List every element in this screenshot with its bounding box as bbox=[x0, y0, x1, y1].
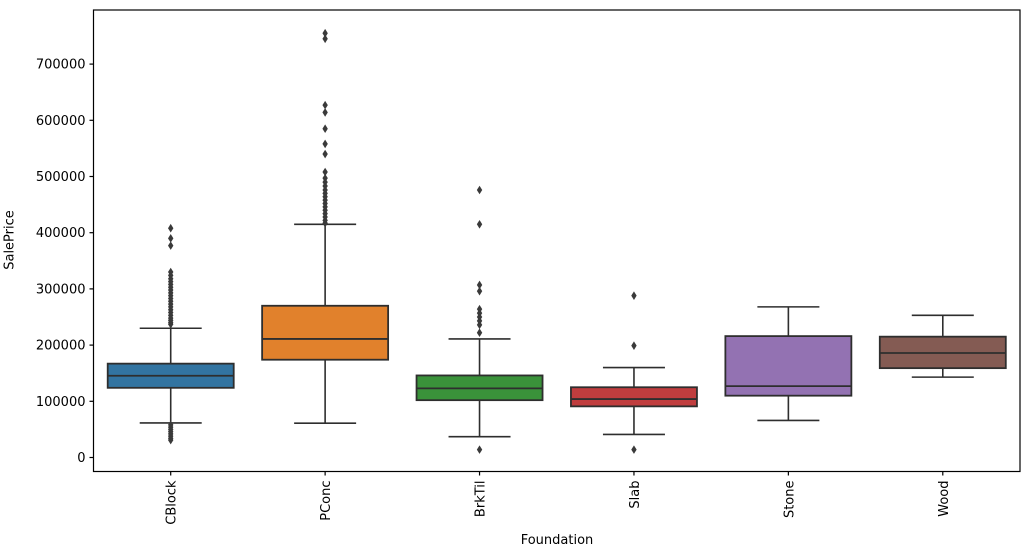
outlier-diamond bbox=[168, 234, 174, 243]
box-group-cblock bbox=[106, 223, 235, 445]
x-axis-tick-label: Slab bbox=[628, 481, 643, 509]
x-axis-tick-label: Stone bbox=[782, 481, 797, 519]
outlier-diamond bbox=[322, 100, 328, 110]
box-group-brktil bbox=[415, 185, 544, 454]
box-rect bbox=[261, 304, 390, 361]
outlier-diamond bbox=[476, 280, 483, 290]
outlier-diamond bbox=[168, 223, 174, 233]
box-group-slab bbox=[570, 291, 698, 454]
outlier-diamond bbox=[168, 435, 174, 445]
y-axis-tick-label: 600000 bbox=[36, 114, 86, 129]
y-axis-tick-label: 100000 bbox=[36, 395, 86, 410]
y-axis-tick-label: 300000 bbox=[36, 282, 86, 297]
y-axis-tick-label: 700000 bbox=[36, 58, 86, 73]
outlier-diamond bbox=[322, 124, 328, 134]
box-group-pconc bbox=[261, 28, 390, 425]
outlier-diamond bbox=[322, 218, 328, 228]
outlier-diamond bbox=[322, 34, 328, 44]
outlier-diamond bbox=[631, 445, 637, 454]
x-axis-tick-label: PConc bbox=[319, 481, 334, 521]
x-axis-tick-label: CBlock bbox=[165, 480, 180, 525]
box-group-wood bbox=[878, 314, 1007, 378]
y-axis-tick-label: 0 bbox=[77, 451, 85, 466]
y-axis-tick-label: 500000 bbox=[36, 170, 86, 185]
y-axis-tick-label: 400000 bbox=[36, 226, 86, 241]
outlier-diamond bbox=[168, 241, 174, 250]
outlier-diamond bbox=[322, 108, 328, 117]
outlier-diamond bbox=[476, 328, 483, 338]
outlier-diamond bbox=[322, 139, 328, 149]
x-axis-title: Foundation bbox=[520, 533, 594, 548]
outlier-diamond bbox=[476, 219, 483, 229]
outlier-diamond bbox=[476, 320, 483, 330]
outlier-diamond bbox=[476, 185, 483, 195]
x-axis-tick-label: Wood bbox=[937, 481, 952, 517]
x-axis-tick-label: BrkTil bbox=[474, 480, 489, 517]
outlier-diamond bbox=[322, 28, 328, 38]
outlier-diamond bbox=[631, 291, 637, 300]
y-axis-tick-label: 200000 bbox=[36, 339, 86, 354]
outlier-diamond bbox=[168, 320, 174, 329]
outlier-diamond bbox=[322, 167, 328, 177]
outlier-diamond bbox=[476, 445, 483, 454]
plot-border bbox=[92, 9, 1021, 473]
box-group-stone bbox=[724, 306, 853, 422]
outlier-diamond bbox=[476, 286, 483, 296]
outlier-diamond bbox=[631, 341, 637, 350]
box-rect bbox=[570, 386, 698, 408]
y-axis-title: SalePrice bbox=[2, 210, 18, 270]
outlier-diamond bbox=[322, 149, 328, 159]
